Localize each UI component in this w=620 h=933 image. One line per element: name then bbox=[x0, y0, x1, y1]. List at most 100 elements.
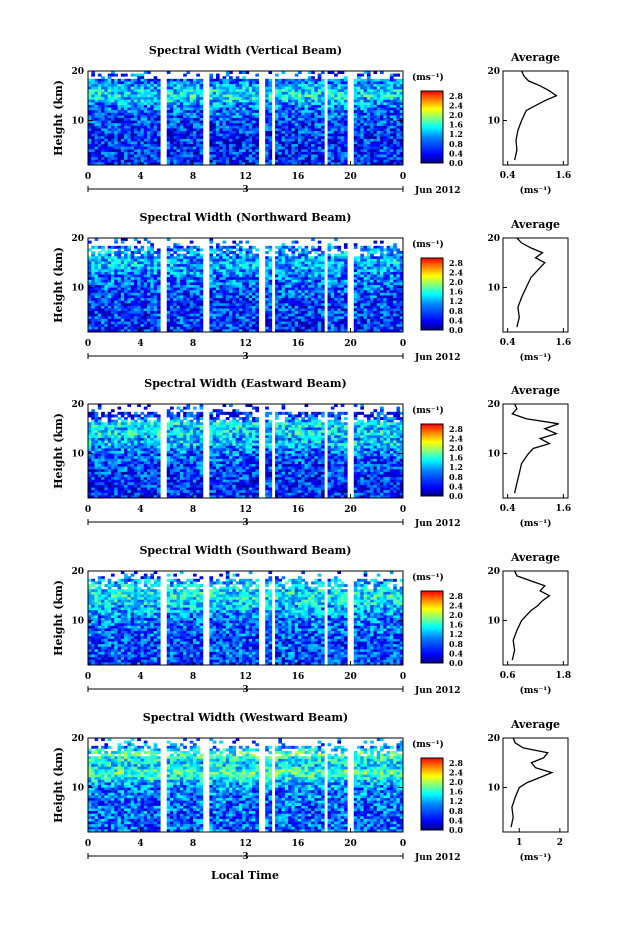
heatmap-cell bbox=[314, 306, 318, 309]
heatmap-cell bbox=[147, 142, 151, 145]
heatmap-cell bbox=[154, 95, 158, 98]
heatmap-cell bbox=[341, 118, 345, 121]
heatmap-cell bbox=[147, 311, 151, 314]
heatmap-cell bbox=[147, 322, 151, 325]
heatmap-cell bbox=[177, 100, 181, 103]
heatmap-cell bbox=[370, 92, 374, 95]
heatmap-cell bbox=[311, 136, 315, 139]
heatmap-cell bbox=[390, 105, 394, 108]
heatmap-cell bbox=[111, 246, 115, 249]
heatmap-cell bbox=[111, 74, 115, 77]
heatmap-cell bbox=[305, 277, 309, 280]
heatmap-cell bbox=[219, 121, 223, 124]
heatmap-cell bbox=[177, 95, 181, 98]
heatmap-cell bbox=[200, 152, 204, 155]
heatmap-cell bbox=[311, 311, 315, 314]
heatmap-cell bbox=[311, 280, 315, 283]
heatmap-cell bbox=[298, 89, 302, 92]
heatmap-cell bbox=[170, 277, 174, 280]
heatmap-cell bbox=[154, 282, 158, 285]
heatmap-cell bbox=[124, 113, 128, 116]
heatmap-cell bbox=[154, 84, 158, 87]
heatmap-cell bbox=[301, 139, 305, 142]
heatmap-cell bbox=[295, 118, 299, 121]
heatmap-cell bbox=[144, 160, 148, 163]
heatmap-cell bbox=[239, 267, 243, 270]
heatmap-cell bbox=[101, 152, 105, 155]
heatmap-cell bbox=[311, 131, 315, 134]
heatmap-cell bbox=[331, 144, 335, 147]
heatmap-cell bbox=[186, 298, 190, 301]
heatmap-cell bbox=[104, 128, 108, 131]
heatmap-cell bbox=[364, 160, 368, 163]
heatmap-cell bbox=[226, 293, 230, 296]
heatmap-cell bbox=[118, 118, 122, 121]
heatmap-cell bbox=[157, 248, 161, 251]
heatmap-cell bbox=[147, 144, 151, 147]
heatmap-cell bbox=[275, 277, 279, 280]
heatmap-cell bbox=[255, 108, 259, 111]
heatmap-cell bbox=[134, 89, 138, 92]
heatmap-cell bbox=[121, 87, 125, 90]
heatmap-cell bbox=[154, 309, 158, 312]
heatmap-cell bbox=[108, 144, 112, 147]
heatmap-cell bbox=[360, 134, 364, 137]
heatmap-cell bbox=[242, 131, 246, 134]
heatmap-cell bbox=[288, 256, 292, 259]
heatmap-cell bbox=[268, 136, 272, 139]
heatmap-cell bbox=[226, 155, 230, 158]
heatmap-cell bbox=[173, 301, 177, 304]
heatmap-cell bbox=[314, 322, 318, 325]
heatmap-cell bbox=[114, 277, 118, 280]
heatmap-cell bbox=[239, 254, 243, 257]
heatmap-cell bbox=[229, 285, 233, 288]
heatmap-cell bbox=[213, 115, 217, 118]
heatmap-cell bbox=[216, 121, 220, 124]
heatmap-cell bbox=[134, 269, 138, 272]
heatmap-cell bbox=[98, 327, 102, 330]
heatmap-cell bbox=[321, 149, 325, 152]
heatmap-cell bbox=[255, 160, 259, 163]
heatmap-cell bbox=[229, 102, 233, 105]
heatmap-cell bbox=[170, 108, 174, 111]
heatmap-cell bbox=[301, 256, 305, 259]
heatmap-cell bbox=[318, 81, 322, 84]
heatmap-cell bbox=[177, 123, 181, 126]
heatmap-cell bbox=[124, 155, 128, 158]
heatmap-cell bbox=[373, 152, 377, 155]
heatmap-cell bbox=[180, 288, 184, 291]
heatmap-cell bbox=[268, 113, 272, 116]
heatmap-cell bbox=[150, 118, 154, 121]
heatmap-cell bbox=[209, 92, 213, 95]
heatmap-cell bbox=[387, 121, 391, 124]
heatmap-cell bbox=[95, 316, 99, 319]
heatmap-cell bbox=[118, 272, 122, 275]
heatmap-cell bbox=[144, 131, 148, 134]
heatmap-cell bbox=[246, 251, 250, 254]
heatmap-cell bbox=[134, 102, 138, 105]
heatmap-cell bbox=[157, 136, 161, 139]
heatmap-cell bbox=[144, 102, 148, 105]
heatmap-cell bbox=[177, 301, 181, 304]
heatmap-cell bbox=[209, 303, 213, 306]
heatmap-cell bbox=[144, 95, 148, 98]
heatmap-cell bbox=[370, 121, 374, 124]
heatmap-cell bbox=[229, 131, 233, 134]
heatmap-cell bbox=[124, 306, 128, 309]
heatmap-cell bbox=[196, 147, 200, 150]
heatmap-cell bbox=[249, 293, 253, 296]
heatmap-cell bbox=[147, 157, 151, 160]
heatmap-cell bbox=[200, 110, 204, 113]
heatmap-cell bbox=[180, 95, 184, 98]
heatmap-cell bbox=[190, 322, 194, 325]
heatmap-cell bbox=[134, 152, 138, 155]
heatmap-cell bbox=[124, 87, 128, 90]
heatmap-cell bbox=[88, 139, 92, 142]
heatmap-cell bbox=[223, 327, 227, 330]
heatmap-cell bbox=[91, 97, 95, 100]
heatmap-cell bbox=[393, 149, 397, 152]
heatmap-cell bbox=[144, 251, 148, 254]
heatmap-cell bbox=[226, 100, 230, 103]
heatmap-cell bbox=[373, 115, 377, 118]
heatmap-cell bbox=[275, 275, 279, 278]
